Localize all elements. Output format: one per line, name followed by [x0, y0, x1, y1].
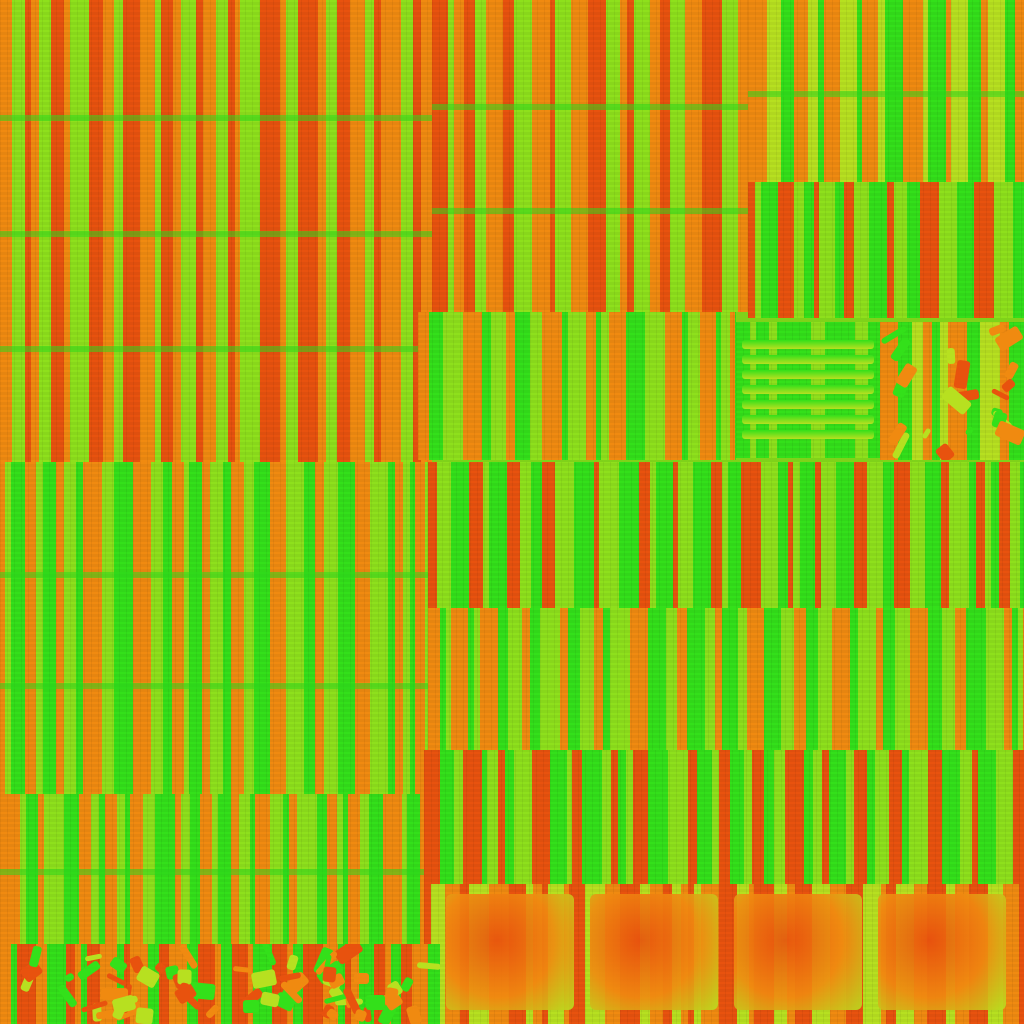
panel-seam	[0, 572, 428, 578]
rubble-chip	[242, 999, 260, 1014]
panel-right-strip	[748, 182, 1024, 318]
panel-center-right-1	[428, 462, 1024, 608]
stripe-texture	[432, 0, 748, 312]
rubble-chip	[135, 1007, 154, 1024]
vent-louver	[742, 385, 874, 394]
stripe-texture	[418, 312, 736, 460]
panel-seam	[432, 208, 748, 214]
rubble-chip	[946, 347, 956, 365]
vent-louver	[742, 355, 874, 364]
panel-center-right-3	[424, 750, 1024, 884]
vent-louver	[742, 400, 874, 409]
vent-louver	[742, 415, 874, 424]
panel-rubble	[0, 944, 440, 1024]
panel-seam	[0, 231, 432, 237]
stripe-texture	[428, 608, 1024, 750]
stripe-texture	[0, 462, 428, 794]
floor-tile	[734, 894, 862, 1010]
stripe-texture	[428, 462, 1024, 608]
panel-bottom-tiles	[424, 884, 1024, 1024]
stripe-texture	[0, 944, 440, 1024]
panel-seam	[0, 869, 424, 875]
panel-bottom-left	[0, 794, 424, 944]
vent-louver	[742, 430, 874, 439]
panel-seam	[0, 683, 428, 689]
panel-vent-louvers	[736, 322, 880, 458]
floor-tile	[446, 894, 574, 1010]
floor-tile	[590, 894, 718, 1010]
rubble-chip	[385, 986, 399, 1000]
panel-center-right-2	[428, 608, 1024, 750]
stripe-texture	[748, 182, 1024, 318]
panel-seam	[0, 115, 432, 121]
floor-tile	[878, 894, 1006, 1010]
panel-seam	[432, 104, 748, 110]
rubble-chip	[322, 966, 337, 983]
panel-top-right	[748, 0, 1024, 182]
rubble-chip	[354, 973, 369, 984]
vent-louver	[742, 340, 874, 349]
panel-decal-corner	[880, 322, 1024, 460]
panel-seam	[0, 346, 432, 352]
panel-top-left	[0, 0, 432, 462]
panel-left-large	[0, 462, 428, 794]
stripe-texture	[424, 750, 1024, 884]
panel-top-middle	[432, 0, 748, 312]
panel-mid-band	[418, 312, 736, 460]
vent-louver	[742, 370, 874, 379]
rubble-chip	[366, 995, 385, 1010]
panel-seam	[748, 91, 1024, 97]
